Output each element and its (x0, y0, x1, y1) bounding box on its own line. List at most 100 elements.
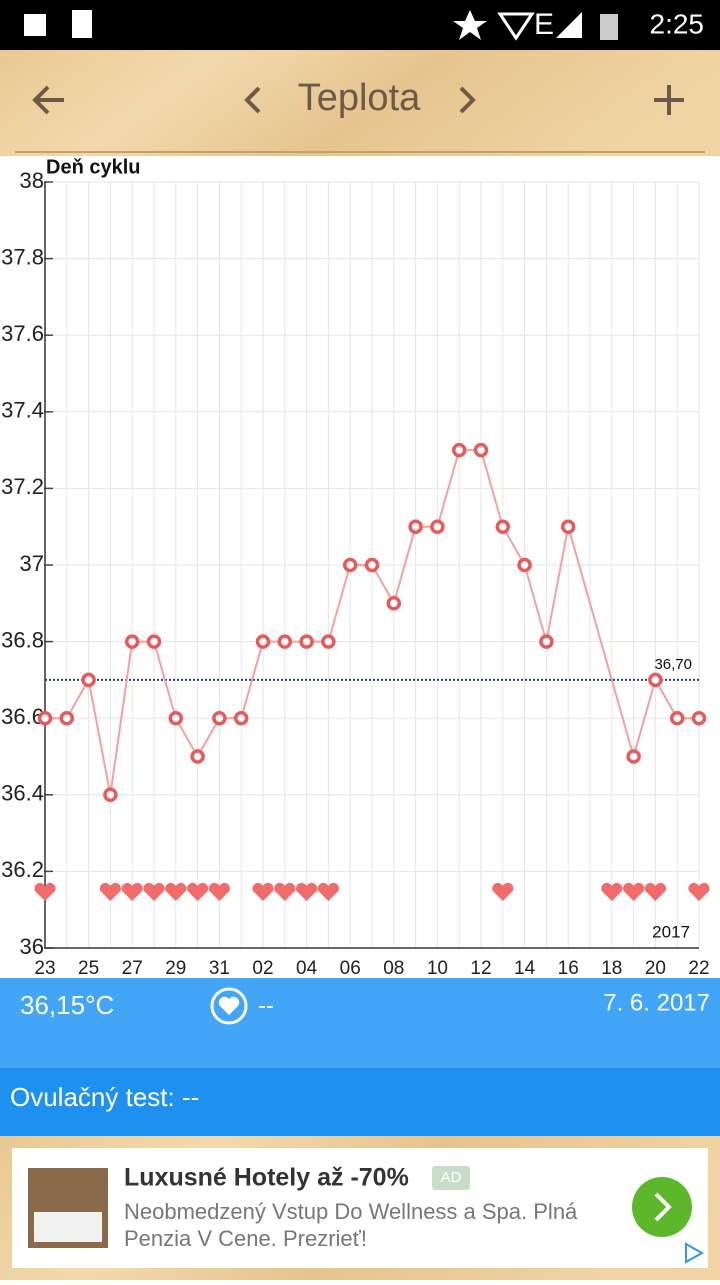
chart-area (0, 156, 720, 978)
x-tick-label: 14 (514, 958, 536, 979)
line-segment (436, 449, 461, 527)
heart-marker (623, 882, 645, 901)
x-tick-label: 25 (78, 958, 99, 979)
line-segment (523, 564, 548, 642)
intercourse-icon (210, 987, 248, 1025)
data-point (560, 519, 576, 534)
data-point (124, 634, 140, 649)
ad-title: Luxusné Hotely až -70% (124, 1164, 409, 1192)
x-tick-label: 20 (645, 958, 666, 979)
back-button[interactable] (32, 85, 64, 115)
ovulation-bar (0, 1068, 720, 1136)
data-point (473, 442, 489, 458)
line-segment (545, 526, 570, 642)
status-icon (72, 10, 92, 38)
line-segment (480, 449, 504, 527)
y-tick-label: 36.2 (1, 857, 44, 882)
data-point (364, 557, 380, 573)
add-button[interactable] (654, 85, 684, 115)
line-segment (567, 526, 635, 757)
data-point (451, 442, 467, 458)
line-segment (240, 641, 264, 719)
data-point (59, 710, 75, 726)
info-bar (0, 978, 720, 1068)
heart-marker (296, 882, 318, 901)
x-tick-label: 29 (165, 958, 186, 979)
chart: 23 25 27 29 31 02 04 06 08 10 12 14 16 18 20 22 36 36.2 36… (1, 156, 710, 979)
line-segment (632, 679, 657, 757)
heart-marker (492, 882, 514, 901)
heart-marker (688, 882, 710, 901)
x-tick-label: 27 (122, 958, 143, 979)
wifi-icon (497, 12, 535, 41)
heart-marker (34, 882, 56, 901)
x-tick-label: 02 (252, 958, 273, 979)
y-tick-label: 37.2 (1, 474, 44, 499)
data-point (691, 710, 707, 726)
temperature: 36,15°C (20, 990, 114, 1020)
data-point (539, 634, 554, 649)
line-segment (327, 564, 352, 642)
ovulation-test: Ovulačný test: -- (10, 1082, 199, 1112)
data-point (648, 672, 663, 688)
heart-marker (208, 882, 230, 901)
heart-marker (274, 882, 296, 901)
data-point (233, 710, 249, 726)
heart-marker (187, 882, 209, 901)
ad-button[interactable] (632, 1177, 692, 1237)
line-segment (196, 717, 221, 757)
ad-badge: AD (441, 1169, 462, 1186)
data-point (255, 634, 271, 649)
adchoices-icon (685, 1242, 705, 1264)
ad-text-box: Neobmedzený Vstup Do Wellness a Spa. Pln… (124, 1199, 577, 1251)
x-tick-label: 08 (383, 958, 404, 979)
x-tick-label: 04 (296, 958, 318, 979)
y-tick-label: 37.6 (1, 321, 44, 346)
line-segment (392, 526, 417, 604)
line-segment (174, 717, 199, 757)
y-tick-label: 37 (20, 551, 44, 576)
line-segment (87, 679, 112, 795)
heart-marker (644, 882, 666, 901)
data-point (495, 519, 511, 534)
x-tick-label: 23 (34, 958, 55, 979)
data-point (146, 634, 162, 649)
intercourse-value: -- (258, 992, 274, 1019)
data-point (299, 634, 314, 649)
network-e: E (534, 8, 554, 41)
star-icon (453, 10, 487, 40)
line-segment (109, 641, 134, 795)
next-button[interactable] (459, 86, 476, 114)
line-segment (65, 679, 90, 719)
x-tick-label: 06 (340, 958, 361, 979)
status-icon (24, 14, 46, 36)
data-point (81, 672, 96, 688)
line-segment (501, 526, 526, 566)
ad-card[interactable] (12, 1148, 708, 1268)
clock: 2:25 (650, 8, 705, 39)
ad-badge-bg (432, 1166, 470, 1190)
y-tick-label: 36.4 (1, 781, 44, 806)
heart-marker (99, 882, 121, 901)
y-tick-label: 36.6 (1, 704, 44, 729)
x-tick-label: 31 (209, 958, 230, 979)
data-point (386, 596, 402, 611)
prev-button[interactable] (244, 86, 261, 114)
line-segment (371, 564, 395, 604)
line-segment (654, 679, 679, 719)
data-point (342, 557, 358, 573)
y-tick-label: 37.8 (1, 244, 44, 269)
y-tick-label: 38 (20, 168, 44, 193)
header-title: Teplota (298, 77, 421, 119)
ad-arrow (654, 1192, 672, 1222)
header (0, 50, 720, 156)
data-point (430, 519, 445, 534)
axis-label: Deň cyklu (46, 156, 140, 178)
data-point (103, 787, 118, 803)
heart-marker (317, 882, 339, 901)
heart-icon (218, 996, 240, 1015)
signal-icon (556, 12, 582, 38)
x-tick-label: 22 (688, 958, 709, 979)
